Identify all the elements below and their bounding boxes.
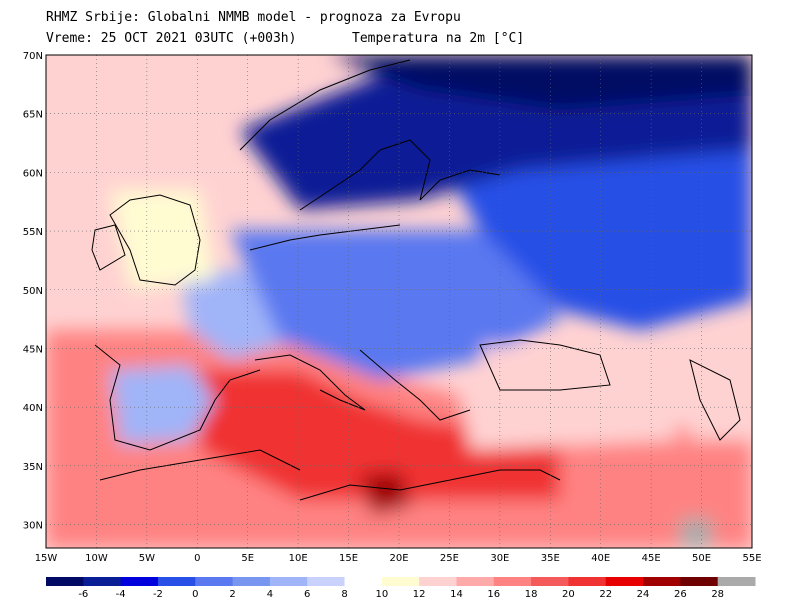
colorbar-label: -2 bbox=[153, 589, 163, 600]
colorbar-swatch bbox=[680, 577, 719, 586]
lat-tick-label: 35N bbox=[23, 462, 43, 473]
colorbar-label: 26 bbox=[674, 589, 687, 600]
map-title-line2: Vreme: 25 OCT 2021 03UTC (+003h) bbox=[46, 31, 297, 46]
colorbar-label: 10 bbox=[375, 589, 388, 600]
longitude-labels: 15W 10W 5W 0 5E 10E 15E 20E 25E 30E 35E 40E 45E 50E 55… bbox=[35, 553, 762, 564]
colorbar-swatch bbox=[381, 577, 420, 586]
colorbar-swatch bbox=[232, 577, 271, 586]
lon-tick-label: 15W bbox=[35, 553, 58, 564]
lat-tick-label: 50N bbox=[23, 286, 43, 297]
colorbar-swatch bbox=[46, 577, 84, 586]
region-arctic bbox=[330, 55, 752, 110]
colorbar-label: 2 bbox=[229, 589, 235, 600]
region-persian-gulf bbox=[680, 518, 712, 548]
colorbar-label: 20 bbox=[562, 589, 575, 600]
colorbar-swatch bbox=[717, 577, 756, 586]
lon-tick-label: 45E bbox=[642, 553, 661, 564]
colorbar-label: 8 bbox=[341, 589, 347, 600]
colorbar-swatch bbox=[643, 577, 681, 586]
lat-tick-label: 55N bbox=[23, 227, 43, 238]
colorbar-label: 0 bbox=[192, 589, 198, 600]
lon-tick-label: 50E bbox=[692, 553, 711, 564]
temperature-field bbox=[46, 55, 752, 548]
region-anatolia bbox=[460, 380, 680, 450]
colorbar-label: 18 bbox=[525, 589, 538, 600]
colorbar-swatch bbox=[195, 577, 234, 586]
lon-tick-label: 25E bbox=[440, 553, 459, 564]
colorbar-label: 28 bbox=[711, 589, 724, 600]
colorbar-swatch bbox=[605, 577, 644, 586]
lon-tick-label: 40E bbox=[591, 553, 610, 564]
colorbar-label: 6 bbox=[304, 589, 310, 600]
colorbar-swatch bbox=[419, 577, 457, 586]
lon-tick-label: 0 bbox=[194, 553, 200, 564]
region-iberia bbox=[110, 365, 215, 445]
lon-tick-label: 30E bbox=[490, 553, 509, 564]
colorbar-swatch bbox=[531, 577, 569, 586]
colorbar-swatch bbox=[120, 577, 159, 586]
colorbar-label: 22 bbox=[599, 589, 612, 600]
lon-tick-label: 15E bbox=[339, 553, 358, 564]
region-british-isles bbox=[110, 190, 215, 290]
lat-tick-label: 40N bbox=[23, 403, 43, 414]
lon-tick-label: 10W bbox=[85, 553, 108, 564]
lat-tick-label: 60N bbox=[23, 168, 43, 179]
lon-tick-label: 35E bbox=[541, 553, 560, 564]
colorbar-label: 4 bbox=[267, 589, 273, 600]
lon-tick-label: 55E bbox=[742, 553, 761, 564]
colorbar-label: 16 bbox=[487, 589, 500, 600]
colorbar bbox=[46, 577, 756, 586]
lon-tick-label: 5W bbox=[139, 553, 155, 564]
map-frame bbox=[45, 54, 753, 549]
colorbar-swatch bbox=[456, 577, 495, 586]
map-title-line1: RHMZ Srbije: Globalni NMMB model - progn… bbox=[46, 10, 461, 25]
colorbar-label: -6 bbox=[78, 589, 88, 600]
colorbar-swatch bbox=[493, 577, 532, 586]
region-mediterranean bbox=[200, 370, 560, 500]
coastlines bbox=[91, 59, 741, 501]
lat-tick-label: 70N bbox=[23, 51, 43, 62]
region-central-europe bbox=[230, 230, 560, 380]
colorbar-label: -4 bbox=[116, 589, 126, 600]
latitude-labels: 70N 65N 60N 55N 50N 45N 40N 35N 30N bbox=[23, 51, 43, 532]
colorbar-swatch bbox=[269, 577, 308, 586]
colorbar-swatch bbox=[307, 577, 346, 586]
region-caspian bbox=[690, 360, 752, 440]
lon-tick-label: 10E bbox=[289, 553, 308, 564]
colorbar-labels: -6 -4 -2 0 2 4 6 8 10 12 14 16 18 20 22 24 26 28 bbox=[78, 589, 724, 600]
colorbar-swatch bbox=[83, 577, 122, 586]
colorbar-swatch bbox=[344, 577, 383, 586]
lat-tick-label: 65N bbox=[23, 110, 43, 121]
colorbar-swatch bbox=[157, 577, 196, 586]
lon-tick-label: 20E bbox=[389, 553, 408, 564]
colorbar-swatch bbox=[568, 577, 607, 586]
lat-tick-label: 30N bbox=[23, 521, 43, 532]
colorbar-label: 24 bbox=[637, 589, 650, 600]
lat-tick-label: 45N bbox=[23, 344, 43, 355]
colorbar-label: 14 bbox=[450, 589, 463, 600]
region-libya-hot bbox=[360, 472, 412, 515]
region-black-sea bbox=[480, 345, 610, 390]
map-field-name: Temperatura na 2m [°C] bbox=[352, 31, 525, 46]
lon-tick-label: 5E bbox=[241, 553, 254, 564]
colorbar-label: 12 bbox=[413, 589, 426, 600]
